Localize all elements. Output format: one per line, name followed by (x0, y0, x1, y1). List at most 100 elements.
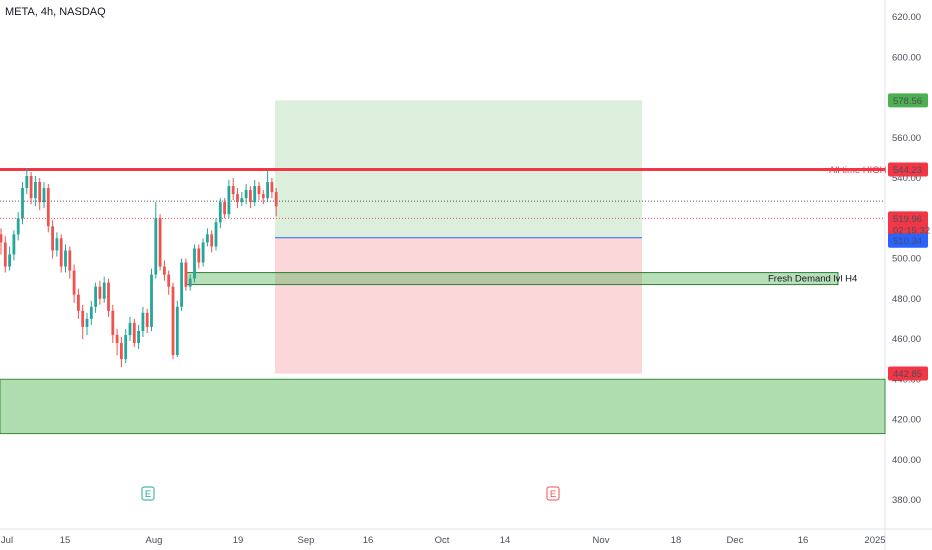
ath-label: All time HIGH (829, 165, 887, 176)
candle-body[interactable] (180, 262, 183, 307)
candle-body[interactable] (253, 186, 257, 203)
candle-body[interactable] (85, 318, 89, 327)
candle-body[interactable] (42, 188, 46, 203)
candle-body[interactable] (132, 322, 136, 344)
candle-body[interactable] (81, 310, 85, 327)
loss-zone[interactable] (275, 237, 642, 374)
candle-body[interactable] (51, 226, 54, 251)
candle-body[interactable] (98, 286, 102, 299)
candle-body[interactable] (193, 248, 196, 279)
candle-body[interactable] (175, 306, 179, 356)
entry-price-tag[interactable] (888, 233, 928, 248)
candle-body[interactable] (137, 330, 140, 344)
price-tick-label: 380.00 (892, 495, 921, 506)
price-tick-label: 400.00 (892, 455, 921, 466)
time-tick-label: 19 (233, 535, 244, 546)
candle-body[interactable] (46, 188, 50, 227)
candle-body[interactable] (167, 274, 171, 287)
candle-body[interactable] (115, 334, 119, 344)
candle-body[interactable] (266, 182, 269, 199)
price-tick-label: 500.00 (892, 254, 921, 265)
current-price-tag[interactable] (888, 211, 928, 238)
demand-zone-daily[interactable] (0, 378, 886, 435)
candle-body[interactable] (141, 312, 145, 331)
candle-body[interactable] (34, 182, 37, 199)
candle-body[interactable] (184, 262, 188, 287)
candle-body[interactable] (55, 238, 59, 251)
candle-body[interactable] (163, 266, 166, 275)
candle-body[interactable] (38, 182, 42, 203)
candle-body[interactable] (249, 190, 252, 203)
earnings-marker-icon[interactable] (546, 486, 560, 501)
stop-price-tag-text: 442.85 (893, 369, 922, 380)
candle-body[interactable] (0, 234, 3, 243)
candle-body[interactable] (218, 202, 222, 223)
candle-body[interactable] (94, 286, 97, 307)
candle-body[interactable] (223, 202, 226, 215)
candle-body[interactable] (124, 334, 128, 360)
earnings-marker-label: E (145, 489, 151, 500)
price-tick-label: 560.00 (892, 133, 921, 144)
candle-body[interactable] (257, 186, 261, 195)
candle-body[interactable] (77, 294, 80, 311)
candle-body[interactable] (201, 242, 205, 263)
countdown-text: 02:15:32 (893, 225, 930, 236)
candle-body[interactable] (206, 234, 209, 243)
candle-body[interactable] (25, 175, 29, 189)
candle-body[interactable] (197, 248, 201, 263)
candle-body[interactable] (89, 306, 93, 319)
candle-body[interactable] (64, 250, 67, 267)
entry-price-tag-text: 510.34 (893, 236, 922, 247)
candle-body[interactable] (261, 194, 265, 199)
candle-body[interactable] (188, 278, 192, 287)
price-tick-label: 600.00 (892, 52, 921, 63)
time-tick-label: 2025 (864, 535, 885, 546)
candle-body[interactable] (210, 234, 214, 247)
candle-body[interactable] (270, 182, 274, 193)
candle-body[interactable] (227, 186, 231, 215)
time-tick-label: 15 (60, 535, 71, 546)
candle-body[interactable] (12, 234, 16, 255)
candle-body[interactable] (21, 188, 24, 219)
candle-body[interactable] (244, 190, 248, 199)
price-tick-label: 420.00 (892, 415, 921, 426)
candle-body[interactable] (145, 312, 149, 327)
candle-body[interactable] (154, 218, 158, 275)
candle-body[interactable] (107, 282, 110, 311)
earnings-marker-label: E (550, 489, 556, 500)
candle-body[interactable] (128, 322, 132, 335)
candle-body[interactable] (3, 242, 7, 267)
target-price-tag[interactable] (888, 93, 928, 108)
candle-body[interactable] (29, 175, 33, 199)
candle-body[interactable] (236, 194, 239, 203)
candle-body[interactable] (274, 192, 278, 207)
ath-price-tag-text: 544.23 (893, 165, 922, 176)
candle-body[interactable] (111, 310, 115, 335)
candle-body[interactable] (214, 222, 218, 247)
candle-body[interactable] (171, 286, 175, 356)
candle-body[interactable] (68, 250, 72, 271)
time-tick-label: 18 (671, 535, 682, 546)
demand-zone-h4[interactable] (185, 272, 839, 286)
time-tick-label: 14 (500, 535, 511, 546)
time-tick-label: Nov (593, 535, 610, 546)
stop-price-tag[interactable] (888, 366, 928, 381)
candle-body[interactable] (150, 274, 153, 327)
candle-body[interactable] (72, 270, 76, 295)
candle-body[interactable] (240, 198, 244, 203)
time-tick-label: 16 (363, 535, 374, 546)
candle-body[interactable] (8, 254, 11, 267)
candle-body[interactable] (59, 238, 63, 267)
price-tick-label: 480.00 (892, 294, 921, 305)
candle-body[interactable] (231, 186, 235, 195)
ath-price-tag[interactable] (888, 162, 928, 177)
time-tick-label: Dec (727, 535, 744, 546)
time-tick-label: Jul (1, 535, 13, 546)
candle-body[interactable] (16, 218, 20, 235)
candle-body[interactable] (102, 282, 106, 299)
candle-body[interactable] (120, 343, 123, 360)
target-price-tag-text: 578.56 (893, 96, 922, 107)
candle-body[interactable] (158, 218, 162, 267)
earnings-marker-icon[interactable] (141, 486, 155, 501)
